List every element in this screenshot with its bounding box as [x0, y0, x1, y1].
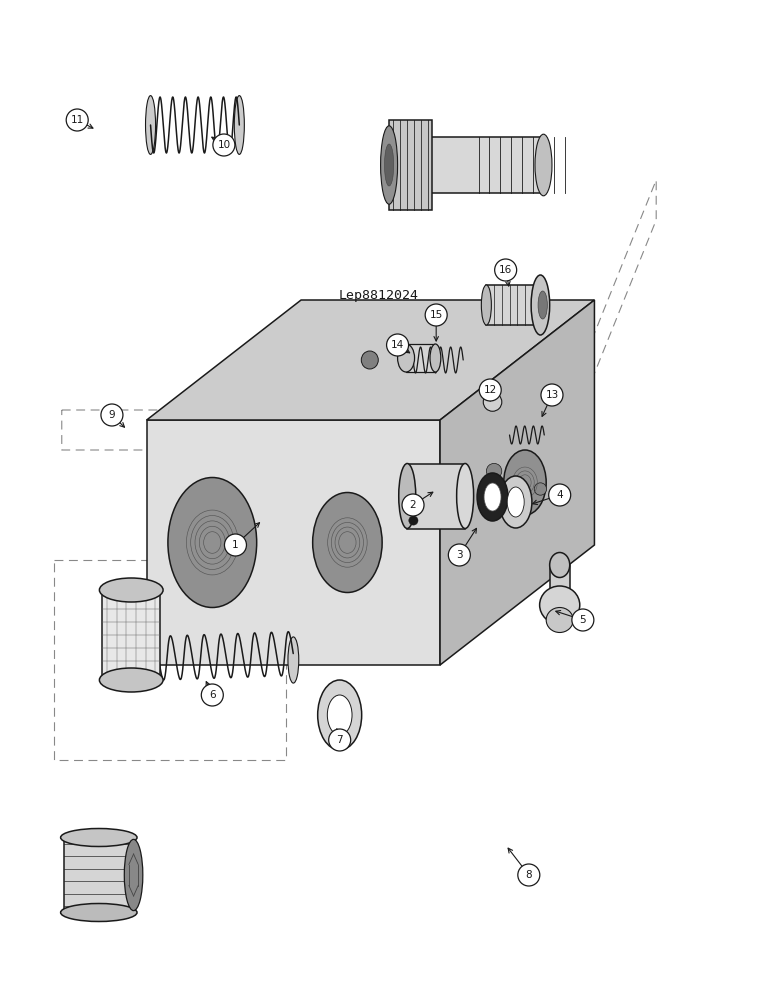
Ellipse shape [100, 578, 163, 602]
Ellipse shape [538, 291, 547, 319]
Ellipse shape [507, 487, 524, 517]
Circle shape [409, 516, 418, 525]
Circle shape [387, 334, 408, 356]
Circle shape [483, 393, 502, 411]
Ellipse shape [318, 680, 361, 750]
Ellipse shape [313, 492, 382, 592]
Ellipse shape [430, 344, 441, 372]
Circle shape [402, 494, 424, 516]
Ellipse shape [535, 134, 552, 196]
Circle shape [495, 259, 516, 281]
Polygon shape [102, 590, 161, 680]
Ellipse shape [398, 344, 415, 372]
Ellipse shape [546, 607, 573, 633]
Text: 7: 7 [337, 735, 343, 745]
Ellipse shape [361, 351, 378, 369]
Ellipse shape [477, 473, 508, 521]
Ellipse shape [103, 637, 113, 683]
Text: 8: 8 [526, 870, 532, 880]
Ellipse shape [398, 464, 415, 528]
Text: 6: 6 [209, 690, 215, 700]
Circle shape [479, 379, 501, 401]
Text: 11: 11 [70, 115, 84, 125]
Circle shape [572, 609, 594, 631]
Circle shape [225, 534, 246, 556]
Polygon shape [147, 300, 594, 420]
Polygon shape [147, 420, 440, 665]
Ellipse shape [456, 464, 473, 528]
Ellipse shape [531, 275, 550, 335]
Text: 13: 13 [545, 390, 559, 400]
Ellipse shape [327, 695, 352, 735]
Text: 4: 4 [557, 490, 563, 500]
Circle shape [213, 134, 235, 156]
Text: 12: 12 [483, 385, 497, 395]
Ellipse shape [145, 96, 155, 154]
Circle shape [518, 864, 540, 886]
Polygon shape [389, 137, 543, 193]
Polygon shape [408, 464, 465, 528]
Text: 1: 1 [232, 540, 239, 550]
Polygon shape [440, 300, 594, 665]
Circle shape [66, 109, 88, 131]
Ellipse shape [484, 483, 501, 511]
Ellipse shape [288, 637, 299, 683]
Text: Lep8812024: Lep8812024 [338, 288, 418, 302]
Text: 16: 16 [499, 265, 513, 275]
Text: 3: 3 [456, 550, 462, 560]
Circle shape [486, 463, 502, 479]
Polygon shape [389, 120, 432, 210]
Circle shape [534, 483, 547, 495]
Text: 2: 2 [410, 500, 416, 510]
Circle shape [541, 384, 563, 406]
Circle shape [425, 304, 447, 326]
Circle shape [549, 484, 571, 506]
Ellipse shape [60, 904, 137, 922]
Circle shape [449, 544, 470, 566]
Ellipse shape [124, 839, 143, 911]
Ellipse shape [235, 96, 244, 154]
Text: 15: 15 [429, 310, 443, 320]
Ellipse shape [504, 450, 547, 515]
Circle shape [329, 729, 350, 751]
Ellipse shape [550, 552, 570, 578]
Polygon shape [550, 565, 570, 605]
Text: 14: 14 [391, 340, 405, 350]
Text: 9: 9 [109, 410, 115, 420]
Ellipse shape [100, 668, 163, 692]
Text: 5: 5 [580, 615, 586, 625]
Ellipse shape [60, 828, 137, 846]
Polygon shape [486, 285, 540, 325]
Ellipse shape [482, 285, 491, 325]
Ellipse shape [499, 476, 532, 528]
Polygon shape [406, 344, 435, 372]
Polygon shape [64, 838, 134, 912]
Circle shape [101, 404, 123, 426]
Text: 10: 10 [217, 140, 231, 150]
Circle shape [201, 684, 223, 706]
Ellipse shape [384, 144, 394, 186]
Ellipse shape [168, 478, 256, 607]
Ellipse shape [381, 126, 398, 204]
Ellipse shape [540, 586, 580, 624]
